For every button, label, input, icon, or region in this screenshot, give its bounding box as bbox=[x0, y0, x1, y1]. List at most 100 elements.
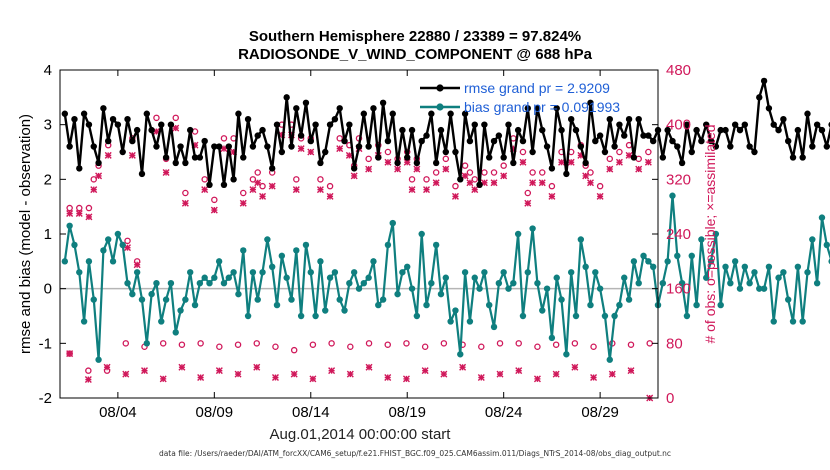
bias-point bbox=[249, 269, 257, 276]
obs-possible-point bbox=[211, 196, 218, 204]
y-left-tick-label: 4 bbox=[44, 62, 52, 79]
rmse-point bbox=[645, 132, 652, 139]
y-right-tick-label: 80 bbox=[666, 335, 683, 352]
rmse-point bbox=[543, 143, 551, 150]
obs-assimilated-point bbox=[384, 374, 392, 381]
obs-possible-point bbox=[548, 182, 556, 190]
bias-point bbox=[621, 274, 628, 281]
bias-point bbox=[133, 269, 141, 276]
rmse-point bbox=[211, 143, 218, 150]
bias-point bbox=[85, 258, 93, 265]
obs-possible-point bbox=[384, 341, 391, 348]
obs-possible-point bbox=[496, 340, 504, 347]
rmse-point bbox=[727, 143, 734, 150]
rmse-point bbox=[297, 132, 305, 139]
bias-point bbox=[394, 290, 401, 298]
obs-possible-point bbox=[461, 162, 469, 169]
rmse-point bbox=[495, 132, 503, 139]
chart-title: Southern Hemisphere 22880 / 23389 = 97.8… bbox=[248, 28, 582, 45]
obs-assimilated-point bbox=[140, 367, 148, 375]
bias-point bbox=[765, 263, 773, 270]
bias-point bbox=[572, 312, 580, 320]
rmse-point bbox=[399, 126, 406, 134]
bias-point bbox=[162, 296, 170, 303]
rmse-point bbox=[567, 116, 575, 123]
rmse-point bbox=[519, 137, 527, 145]
bias-series-layer bbox=[61, 192, 830, 363]
bias-point bbox=[601, 312, 609, 320]
bias-point bbox=[293, 247, 300, 254]
bias-point bbox=[457, 351, 464, 358]
bias-point bbox=[167, 280, 175, 287]
bias-point bbox=[288, 296, 295, 303]
obs-assimilated-point bbox=[215, 367, 223, 375]
rmse-point bbox=[746, 143, 753, 150]
obs-possible-point bbox=[153, 114, 160, 122]
bias-point bbox=[389, 219, 396, 227]
rmse-point bbox=[606, 116, 613, 123]
y-right-tick-label: 160 bbox=[666, 281, 691, 298]
obs-assimilated-point bbox=[590, 374, 598, 381]
bias-point bbox=[534, 280, 541, 287]
obs-possible-point bbox=[590, 343, 597, 350]
chart-subtitle: RADIOSONDE_V_WIND_COMPONENT @ 688 hPa bbox=[238, 46, 592, 63]
rmse-point bbox=[365, 143, 372, 150]
obs-assimilated-point bbox=[172, 124, 180, 132]
bias-point bbox=[432, 241, 440, 249]
bias-point bbox=[375, 301, 382, 309]
obs-assimilated-point bbox=[254, 179, 262, 187]
obs-assimilated-point bbox=[459, 363, 467, 371]
bias-point bbox=[524, 269, 531, 276]
obs-possible-point bbox=[347, 343, 354, 350]
bias-point bbox=[741, 263, 749, 270]
obs-possible-point bbox=[627, 341, 635, 348]
rmse-point bbox=[592, 137, 599, 145]
obs-assimilated-point bbox=[309, 375, 317, 383]
bias-point bbox=[273, 301, 281, 309]
rmse-point bbox=[408, 126, 416, 134]
obs-assimilated-point bbox=[571, 363, 579, 371]
rmse-point bbox=[659, 154, 667, 161]
rmse-point bbox=[100, 105, 107, 112]
rmse-point bbox=[162, 154, 170, 161]
rmse-point bbox=[611, 143, 618, 150]
bias-point bbox=[577, 236, 585, 243]
obs-assimilated-point bbox=[95, 172, 103, 180]
obs-assimilated-point bbox=[253, 363, 261, 371]
rmse-point bbox=[621, 132, 628, 139]
rmse-point bbox=[437, 126, 445, 134]
bias-point bbox=[727, 280, 734, 287]
rmse-point bbox=[601, 148, 609, 156]
bias-point bbox=[225, 274, 232, 281]
rmse-point bbox=[317, 159, 324, 167]
bias-point bbox=[780, 269, 787, 276]
rmse-point bbox=[76, 165, 83, 172]
rmse-series-layer bbox=[61, 77, 830, 188]
bias-point bbox=[611, 312, 618, 320]
rmse-point bbox=[220, 181, 228, 188]
x-axis-label: Aug.01,2014 00:00:00 start bbox=[269, 426, 451, 443]
obs-assimilated-point bbox=[103, 363, 111, 371]
obs-assimilated-point bbox=[538, 179, 546, 187]
y-left-tick-label: 1 bbox=[44, 226, 52, 243]
obs-possible-point bbox=[471, 176, 478, 183]
obs-assimilated-point bbox=[85, 213, 93, 221]
obs-possible-point bbox=[625, 141, 633, 149]
rmse-point bbox=[143, 110, 151, 117]
bias-point bbox=[322, 307, 329, 314]
obs-assimilated-point bbox=[249, 186, 257, 194]
rmse-point bbox=[500, 154, 507, 161]
rmse-point bbox=[375, 154, 382, 161]
bias-point bbox=[307, 269, 314, 276]
obs-assimilated-point bbox=[515, 367, 523, 375]
bias-point bbox=[100, 247, 107, 254]
obs-assimilated-point bbox=[128, 151, 136, 159]
obs-assimilated-point bbox=[627, 367, 635, 375]
rmse-point bbox=[770, 121, 777, 128]
bias-point bbox=[794, 263, 802, 270]
obs-possible-point bbox=[384, 148, 392, 156]
bias-point bbox=[756, 285, 763, 292]
rmse-point bbox=[254, 132, 261, 139]
rmse-point bbox=[640, 132, 647, 139]
